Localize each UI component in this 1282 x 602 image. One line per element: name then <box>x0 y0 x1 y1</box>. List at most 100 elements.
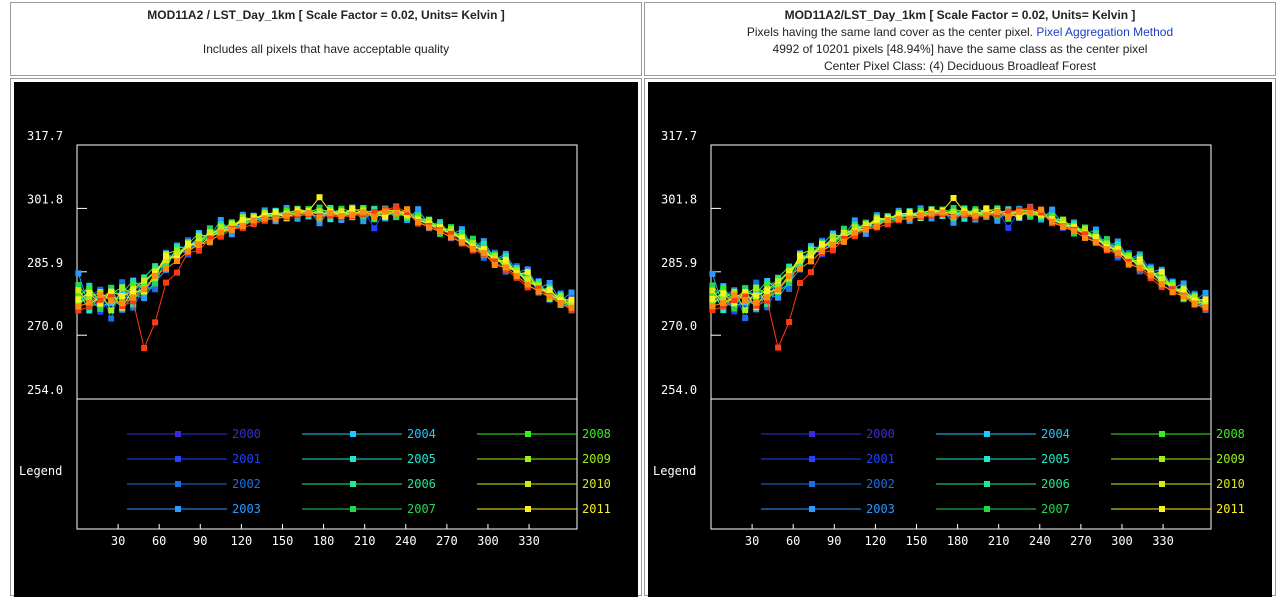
data-point <box>764 294 771 301</box>
data-point <box>786 263 793 270</box>
legend-entry: 2010 <box>1216 477 1245 491</box>
data-point <box>469 245 476 252</box>
data-point <box>1103 246 1110 253</box>
data-point <box>720 299 727 306</box>
data-point <box>185 243 191 250</box>
data-point <box>1180 280 1187 287</box>
data-point <box>709 307 716 314</box>
data-point <box>775 294 782 301</box>
series-group <box>75 194 575 351</box>
data-point <box>972 212 979 219</box>
data-point <box>983 205 990 212</box>
legend-marker <box>525 431 531 437</box>
data-point <box>742 285 749 292</box>
legend-entry: 2004 <box>407 427 436 441</box>
data-point <box>360 209 367 216</box>
legend-marker <box>350 431 356 437</box>
data-point <box>393 204 400 211</box>
data-point <box>720 290 727 297</box>
data-point <box>458 229 465 236</box>
y-tick-label: 254.0 <box>27 383 63 397</box>
data-point <box>808 269 814 276</box>
data-point <box>294 215 301 222</box>
data-point <box>1191 297 1198 304</box>
legend-marker <box>809 481 815 487</box>
legend-marker <box>984 456 990 462</box>
data-point <box>75 287 82 294</box>
plot-frame <box>710 144 1212 530</box>
data-point <box>709 303 716 310</box>
data-point <box>786 319 793 325</box>
left-chart: 254.0 270.0 285.9 301.8 317.7 30 60 90 120 150 180… <box>19 129 611 548</box>
right-header-line3: Center Pixel Class: (4) Deciduous Broadl… <box>823 59 1097 73</box>
data-point <box>261 212 268 219</box>
data-point <box>1191 301 1198 308</box>
data-point <box>906 209 913 216</box>
data-point <box>108 288 115 295</box>
data-point <box>75 300 82 307</box>
data-point <box>775 286 782 293</box>
legend-marker <box>809 431 815 437</box>
x-tick-label: 90 <box>193 534 207 548</box>
legend-entry: 2003 <box>232 502 261 516</box>
legend-marker <box>525 506 531 512</box>
right-plot: 254.0 270.0 285.9 301.8 317.7 30 60 90 120 150 180… <box>648 82 1272 597</box>
left-header-note: Includes all pixels that have acceptable… <box>202 42 450 56</box>
data-point <box>437 228 443 235</box>
x-tick-label: 210 <box>988 534 1010 548</box>
legend-entry: 2001 <box>232 452 261 466</box>
data-point <box>829 238 836 245</box>
data-point <box>458 234 465 241</box>
data-point <box>535 282 542 288</box>
data-point <box>873 216 880 223</box>
data-point <box>217 233 224 240</box>
left-header-title: MOD11A2 / LST_Day_1km [ Scale Factor = 0… <box>147 8 505 22</box>
pixel-aggregation-link[interactable]: Pixel Aggregation Method <box>1036 25 1174 39</box>
right-header-title: MOD11A2/LST_Day_1km [ Scale Factor = 0.0… <box>784 8 1136 22</box>
data-point <box>546 280 553 286</box>
data-point <box>1016 214 1023 221</box>
data-point <box>513 272 520 279</box>
data-point <box>884 221 891 228</box>
data-point <box>272 209 279 215</box>
data-point <box>797 257 803 264</box>
data-point <box>206 229 213 236</box>
data-point <box>393 210 400 217</box>
data-point <box>108 307 115 314</box>
data-point <box>797 253 803 260</box>
left-plot-cell: 254.0 270.0 285.9 301.8 317.7 30 60 90 120 150 180… <box>10 78 642 597</box>
data-point <box>152 286 159 293</box>
right-header-line1-text: Pixels having the same land cover as the… <box>746 25 1034 39</box>
data-point <box>709 299 716 306</box>
legend-entry: 2007 <box>407 502 436 516</box>
data-point <box>1125 261 1132 268</box>
data-point <box>994 209 1001 215</box>
data-point <box>130 301 137 308</box>
data-point <box>1114 249 1121 256</box>
data-point <box>1092 234 1099 241</box>
legend-entry: 2000 <box>232 427 261 441</box>
data-point <box>217 229 224 236</box>
data-point <box>1005 208 1012 215</box>
data-point <box>469 235 476 242</box>
data-point <box>568 296 575 303</box>
data-point <box>426 224 433 231</box>
data-point <box>371 213 378 220</box>
data-point <box>206 239 213 246</box>
data-point <box>480 250 487 257</box>
data-point <box>873 223 880 230</box>
data-point <box>130 288 137 295</box>
data-point <box>141 274 148 281</box>
legend-label: Legend <box>653 464 696 478</box>
data-point <box>819 248 825 255</box>
data-point <box>829 241 836 248</box>
data-point <box>141 278 148 284</box>
legend-entry: 2007 <box>1041 502 1070 516</box>
data-point <box>86 299 93 306</box>
data-point <box>119 284 126 291</box>
data-point <box>163 265 169 272</box>
data-point <box>75 303 82 310</box>
data-point <box>851 233 858 240</box>
data-point <box>458 239 465 246</box>
data-point <box>972 208 979 215</box>
